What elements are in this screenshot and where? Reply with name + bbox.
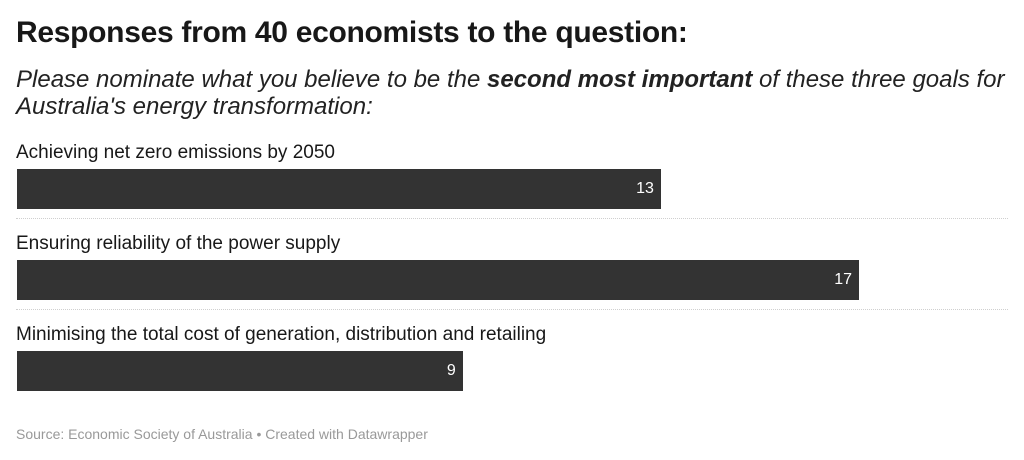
category-label: Ensuring reliability of the power supply <box>16 233 341 254</box>
bar: 13 <box>17 169 661 209</box>
chart-title: Responses from 40 economists to the ques… <box>16 16 688 49</box>
category-label: Minimising the total cost of generation,… <box>16 324 547 345</box>
value-label: 17 <box>834 271 852 288</box>
bar-row: Achieving net zero emissions by 2050 13 <box>16 141 1008 219</box>
bar: 9 <box>17 351 463 391</box>
subtitle-part: Please nominate what you believe to be t… <box>16 66 487 93</box>
separator <box>16 309 1008 310</box>
value-label: 9 <box>446 362 456 379</box>
category-label: Achieving net zero emissions by 2050 <box>16 142 335 163</box>
bar-row: Ensuring reliability of the power supply… <box>16 232 1008 310</box>
subtitle-part: second most important <box>486 66 753 93</box>
chart-subtitle: Please nominate what you believe to be t… <box>16 66 1006 120</box>
separator <box>16 218 1008 219</box>
bar: 17 <box>17 260 859 300</box>
value-label: 13 <box>636 180 654 197</box>
source-note: Source: Economic Society of Australia • … <box>16 426 428 442</box>
bar-row: Minimising the total cost of generation,… <box>16 323 1008 391</box>
subtitle-part: of these three goals for Australia's ene… <box>16 66 1005 120</box>
